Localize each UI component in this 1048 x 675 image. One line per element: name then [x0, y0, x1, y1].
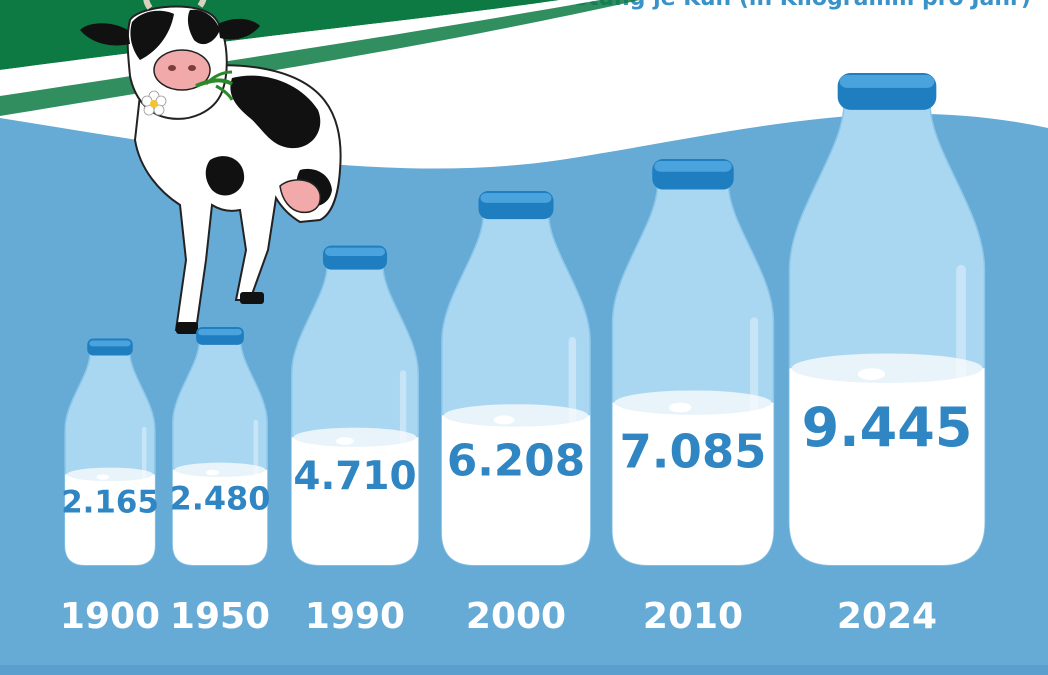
tick-label-1990: 1990: [305, 596, 405, 637]
bar-bottle-2010: 7.085: [611, 159, 775, 566]
bar-bottle-2024: 9.445: [788, 73, 986, 566]
data-label-1900: 2.165: [61, 484, 159, 520]
chart-subtitle: Milchleistung je Kuh (in Kilogramm pro J…: [470, 0, 1040, 11]
tick-label-2024: 2024: [837, 596, 937, 637]
bar-bottle-1950: 2.480: [170, 326, 271, 566]
bar-series: 2.165 1900 2.480 1950 4.710 1990 6.208 2000 7.08…: [60, 73, 986, 637]
bar-bottle-1900: 2.165: [61, 338, 159, 566]
bar-bottle-1990: 4.710: [290, 245, 420, 566]
data-label-2000: 6.208: [447, 436, 585, 487]
data-label-2024: 9.445: [802, 396, 973, 459]
tick-label-1950: 1950: [170, 596, 270, 637]
tick-label-2000: 2000: [466, 596, 566, 637]
data-label-2010: 7.085: [619, 425, 766, 479]
data-label-1990: 4.710: [293, 454, 416, 499]
data-label-1950: 2.480: [170, 480, 271, 518]
tick-label-1900: 1900: [60, 596, 160, 637]
daisy-icon: [141, 90, 167, 116]
tick-label-2010: 2010: [643, 596, 743, 637]
bar-bottle-2000: 6.208: [441, 191, 591, 566]
cow-icon: [80, 0, 342, 334]
